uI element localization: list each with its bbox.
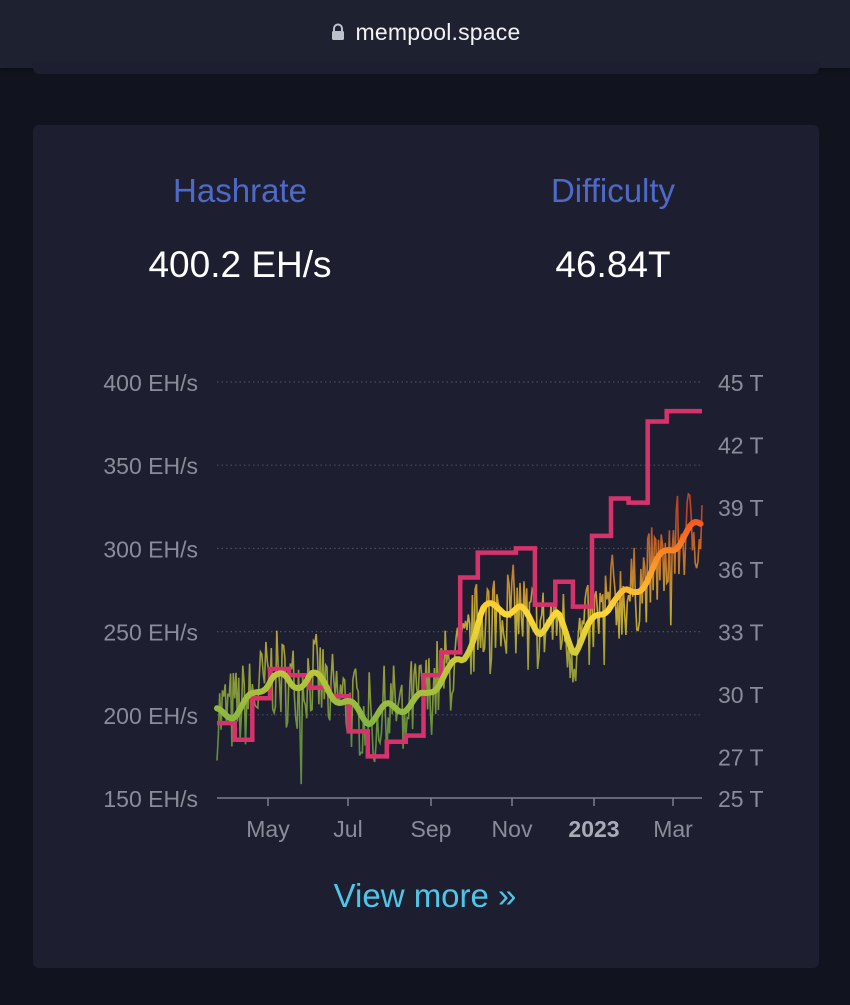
difficulty-value: 46.84T <box>555 244 671 285</box>
browser-url-bar[interactable]: mempool.space <box>0 0 850 68</box>
previous-card-edge <box>33 62 819 74</box>
y-right-tick-label: 36 T <box>718 557 764 583</box>
url-text: mempool.space <box>355 18 521 45</box>
lock-icon <box>331 23 344 40</box>
y-right-tick-label: 33 T <box>718 620 764 646</box>
y-left-tick-label: 250 EH/s <box>103 620 198 646</box>
y-right-tick-label: 25 T <box>718 786 764 812</box>
y-left-tick-label: 150 EH/s <box>103 786 198 812</box>
y-right-tick-label: 30 T <box>718 682 764 708</box>
x-tick-label: Sep <box>411 816 452 842</box>
x-tick-label: Nov <box>492 816 533 842</box>
difficulty-series-line <box>217 408 702 759</box>
hashrate-value: 400.2 EH/s <box>148 244 332 285</box>
y-left-tick-label: 200 EH/s <box>103 703 198 729</box>
y-left-tick-label: 400 EH/s <box>103 370 198 396</box>
url-display[interactable]: mempool.space <box>330 19 521 46</box>
y-right-tick-label: 39 T <box>718 495 764 521</box>
view-more-link[interactable]: View more » <box>333 877 517 914</box>
x-tick-label: Jul <box>333 816 362 842</box>
difficulty-label: Difficulty <box>550 172 676 209</box>
hashrate-difficulty-card <box>33 125 819 968</box>
y-right-tick-label: 45 T <box>718 370 764 396</box>
x-tick-label: Mar <box>653 816 693 842</box>
y-left-tick-label: 350 EH/s <box>103 453 198 479</box>
hashrate-average-series-line <box>214 519 704 728</box>
y-right-tick-label: 27 T <box>718 744 764 770</box>
hashrate-label: Hashrate <box>173 172 307 209</box>
y-right-tick-label: 42 T <box>718 432 764 458</box>
y-left-tick-label: 300 EH/s <box>103 536 198 562</box>
x-tick-label: 2023 <box>568 816 619 842</box>
x-tick-label: May <box>246 816 290 842</box>
